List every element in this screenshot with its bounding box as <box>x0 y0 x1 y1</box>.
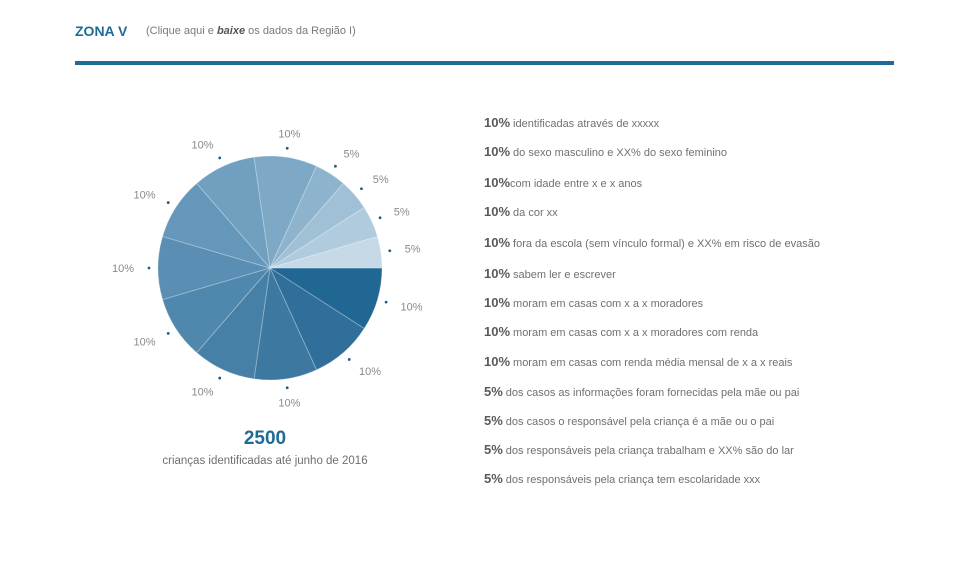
stat-item: 5% dos responsáveis pela criança trabalha… <box>484 442 794 457</box>
pie-label-dot <box>388 249 392 253</box>
stat-percent: 5% <box>484 384 503 399</box>
pie-slice-label: 5% <box>394 207 410 219</box>
pie-slice-label: 10% <box>134 189 156 201</box>
stat-percent: 10% <box>484 354 511 369</box>
pie-slice <box>253 155 318 270</box>
stat-percent: 5% <box>484 471 503 486</box>
stat-item: 5% dos casos as informações foram forneci… <box>484 384 799 399</box>
stat-percent: 5% <box>484 442 503 457</box>
stat-item: 10%com idade entre x e x anos <box>484 175 642 190</box>
pie-slice <box>269 182 365 269</box>
pie-label-dot <box>147 266 151 270</box>
pie-slice-label: 10% <box>278 398 300 410</box>
pie-slice-label: 10% <box>112 263 134 275</box>
pie-slice <box>161 267 272 354</box>
pie-slice <box>195 266 271 380</box>
stat-text: dos responsáveis pela criança trabalham … <box>505 445 794 457</box>
pie-slice <box>268 266 365 371</box>
pie-slice-label: 10% <box>191 387 213 399</box>
stat-text: identificadas através de xxxxx <box>513 118 660 130</box>
download-region-link[interactable]: (Clique aqui e baixe os dados da Região … <box>146 25 356 37</box>
pie-slice-label: 5% <box>373 174 389 186</box>
pie-slice-label: 5% <box>344 149 360 161</box>
stat-percent: 10% <box>484 115 511 130</box>
stat-percent: 10% <box>484 144 511 159</box>
pie-label-dot <box>347 358 351 361</box>
pie-slice <box>269 206 379 269</box>
stat-item: 10% sabem ler e escrever <box>484 266 616 281</box>
stat-text: moram em casas com renda média mensal de… <box>513 357 793 369</box>
stat-text: da cor xx <box>513 207 558 219</box>
pie-label-dot <box>218 156 222 160</box>
pie-slice <box>161 182 272 269</box>
stat-item: 10% moram em casas com x a x moradores <box>484 295 703 310</box>
stat-item: 10% moram em casas com renda média mensal… <box>484 354 792 369</box>
pie-slice-label: 10% <box>191 139 213 151</box>
stat-text: do sexo masculino e XX% do sexo feminino <box>513 147 728 159</box>
stat-percent: 5% <box>484 413 503 428</box>
stat-percent: 10% <box>484 175 511 190</box>
pie-slice <box>269 235 383 269</box>
stat-item: 10% moram em casas com x a x moradores co… <box>484 324 758 339</box>
pie-slice-label: 5% <box>405 244 421 256</box>
stat-item: 10% identificadas através de xxxxx <box>484 115 659 130</box>
total-count: 2500 <box>243 428 287 449</box>
pie-slice <box>253 266 318 381</box>
stat-text: dos casos o responsável pela criança é a… <box>505 416 775 428</box>
stat-percent: 10% <box>484 235 511 250</box>
stat-percent: 10% <box>484 295 511 310</box>
stat-item: 5% dos responsáveis pela criança tem esco… <box>484 471 760 486</box>
link-prefix: (Clique aqui e <box>146 25 214 37</box>
pie-slice <box>268 267 383 330</box>
pie-slice-label: 10% <box>134 337 156 349</box>
stat-item: 10% fora da escola (sem vínculo formal) e… <box>484 235 820 250</box>
pie-label-dot <box>285 386 289 390</box>
header-divider <box>75 61 894 65</box>
pie-label-dot <box>384 300 388 304</box>
stat-text: moram em casas com x a x moradores com r… <box>513 327 759 339</box>
total-caption: crianças identificadas até junho de 2016 <box>162 455 368 467</box>
pie-label-dot <box>378 216 382 220</box>
pie-slice-label: 10% <box>278 128 300 140</box>
stat-item: 10% da cor xx <box>484 204 558 219</box>
pie-slice <box>269 165 345 269</box>
stat-percent: 10% <box>484 324 511 339</box>
stat-text: com idade entre x e x anos <box>510 178 643 190</box>
link-emphasis: baixe <box>216 25 246 37</box>
pie-slice <box>157 235 272 301</box>
stat-percent: 10% <box>484 266 511 281</box>
pie-chart: 10% 10% 10% 10% 10% 10% 10% 10% 10% 5% 5% 5% 5% <box>112 128 423 410</box>
pie-slice-label: 10% <box>359 366 381 378</box>
stat-text: fora da escola (sem vínculo formal) e XX… <box>513 238 820 250</box>
stat-text: moram em casas com x a x moradores <box>513 298 704 310</box>
pie-label-dot <box>334 164 337 168</box>
pie-label-dot <box>166 201 170 204</box>
stat-item: 5% dos casos o responsável pela criança é… <box>484 413 774 428</box>
stat-text: sabem ler e escrever <box>513 269 616 281</box>
pie-label-dot <box>218 376 222 380</box>
stat-percent: 10% <box>484 204 511 219</box>
stat-item: 10% do sexo masculino e XX% do sexo femin… <box>484 144 727 159</box>
stat-text: dos responsáveis pela criança tem escola… <box>505 474 761 486</box>
zone-title: ZONA V <box>75 23 128 39</box>
pie-label-dot <box>166 332 170 335</box>
stat-text: dos casos as informações foram fornecida… <box>505 387 800 399</box>
link-suffix: os dados da Região I) <box>248 25 356 37</box>
pie-label-dot <box>360 187 363 191</box>
pie-slice <box>195 156 271 270</box>
pie-slice-label: 10% <box>400 301 422 313</box>
pie-label-dot <box>285 146 289 150</box>
